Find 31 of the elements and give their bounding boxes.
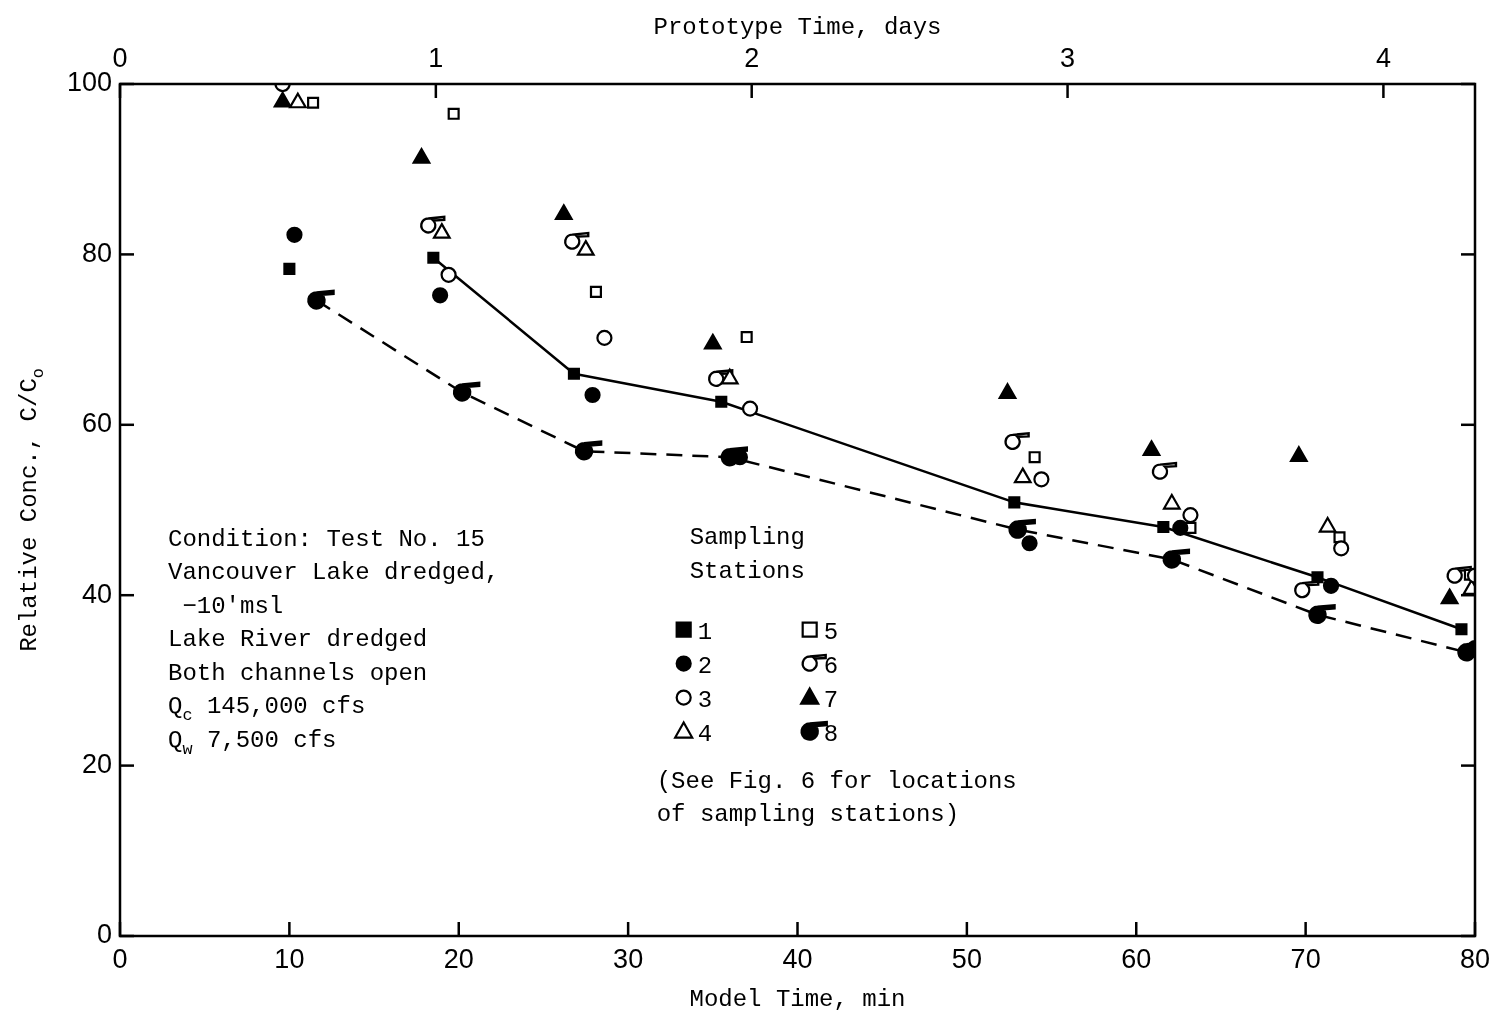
x2-tick-label: 2	[744, 43, 760, 74]
legend-label: 7	[823, 686, 839, 714]
annotation: (See Fig. 6 for locations of sampling stations)	[656, 767, 1017, 829]
legend-label: 4	[697, 720, 713, 748]
x2-tick-label: 4	[1375, 43, 1391, 74]
x-tick-label: 40	[782, 943, 813, 974]
x-tick-label: 20	[443, 943, 474, 974]
legend-title: Sampling Stations	[689, 523, 805, 585]
legend-label: 3	[697, 686, 713, 714]
x2-tick-label: 3	[1060, 43, 1076, 74]
y-tick-label: 80	[81, 237, 112, 268]
x-tick-label: 50	[951, 943, 982, 974]
x2-axis-title: Prototype Time, days	[653, 14, 942, 41]
y-tick-label: 20	[81, 749, 112, 780]
x-tick-label: 60	[1121, 943, 1152, 974]
legend-label: 2	[697, 652, 713, 680]
legend-label: 1	[697, 618, 713, 646]
y-tick-label: 100	[66, 67, 112, 98]
x2-tick-label: 1	[428, 43, 444, 74]
legend-label: 6	[823, 652, 839, 680]
y-tick-label: 0	[96, 919, 112, 950]
y-tick-label: 40	[81, 578, 112, 609]
legend-label: 5	[823, 618, 839, 646]
legend-label: 8	[823, 720, 839, 748]
x-tick-label: 30	[613, 943, 644, 974]
y-tick-label: 60	[81, 408, 112, 439]
x-tick-label: 10	[274, 943, 305, 974]
x-tick-label: 80	[1459, 943, 1491, 974]
x-tick-label: 70	[1290, 943, 1321, 974]
y-axis-title: Relative Conc., C/Co	[16, 368, 49, 652]
x-axis-title: Model Time, min	[689, 986, 906, 1013]
